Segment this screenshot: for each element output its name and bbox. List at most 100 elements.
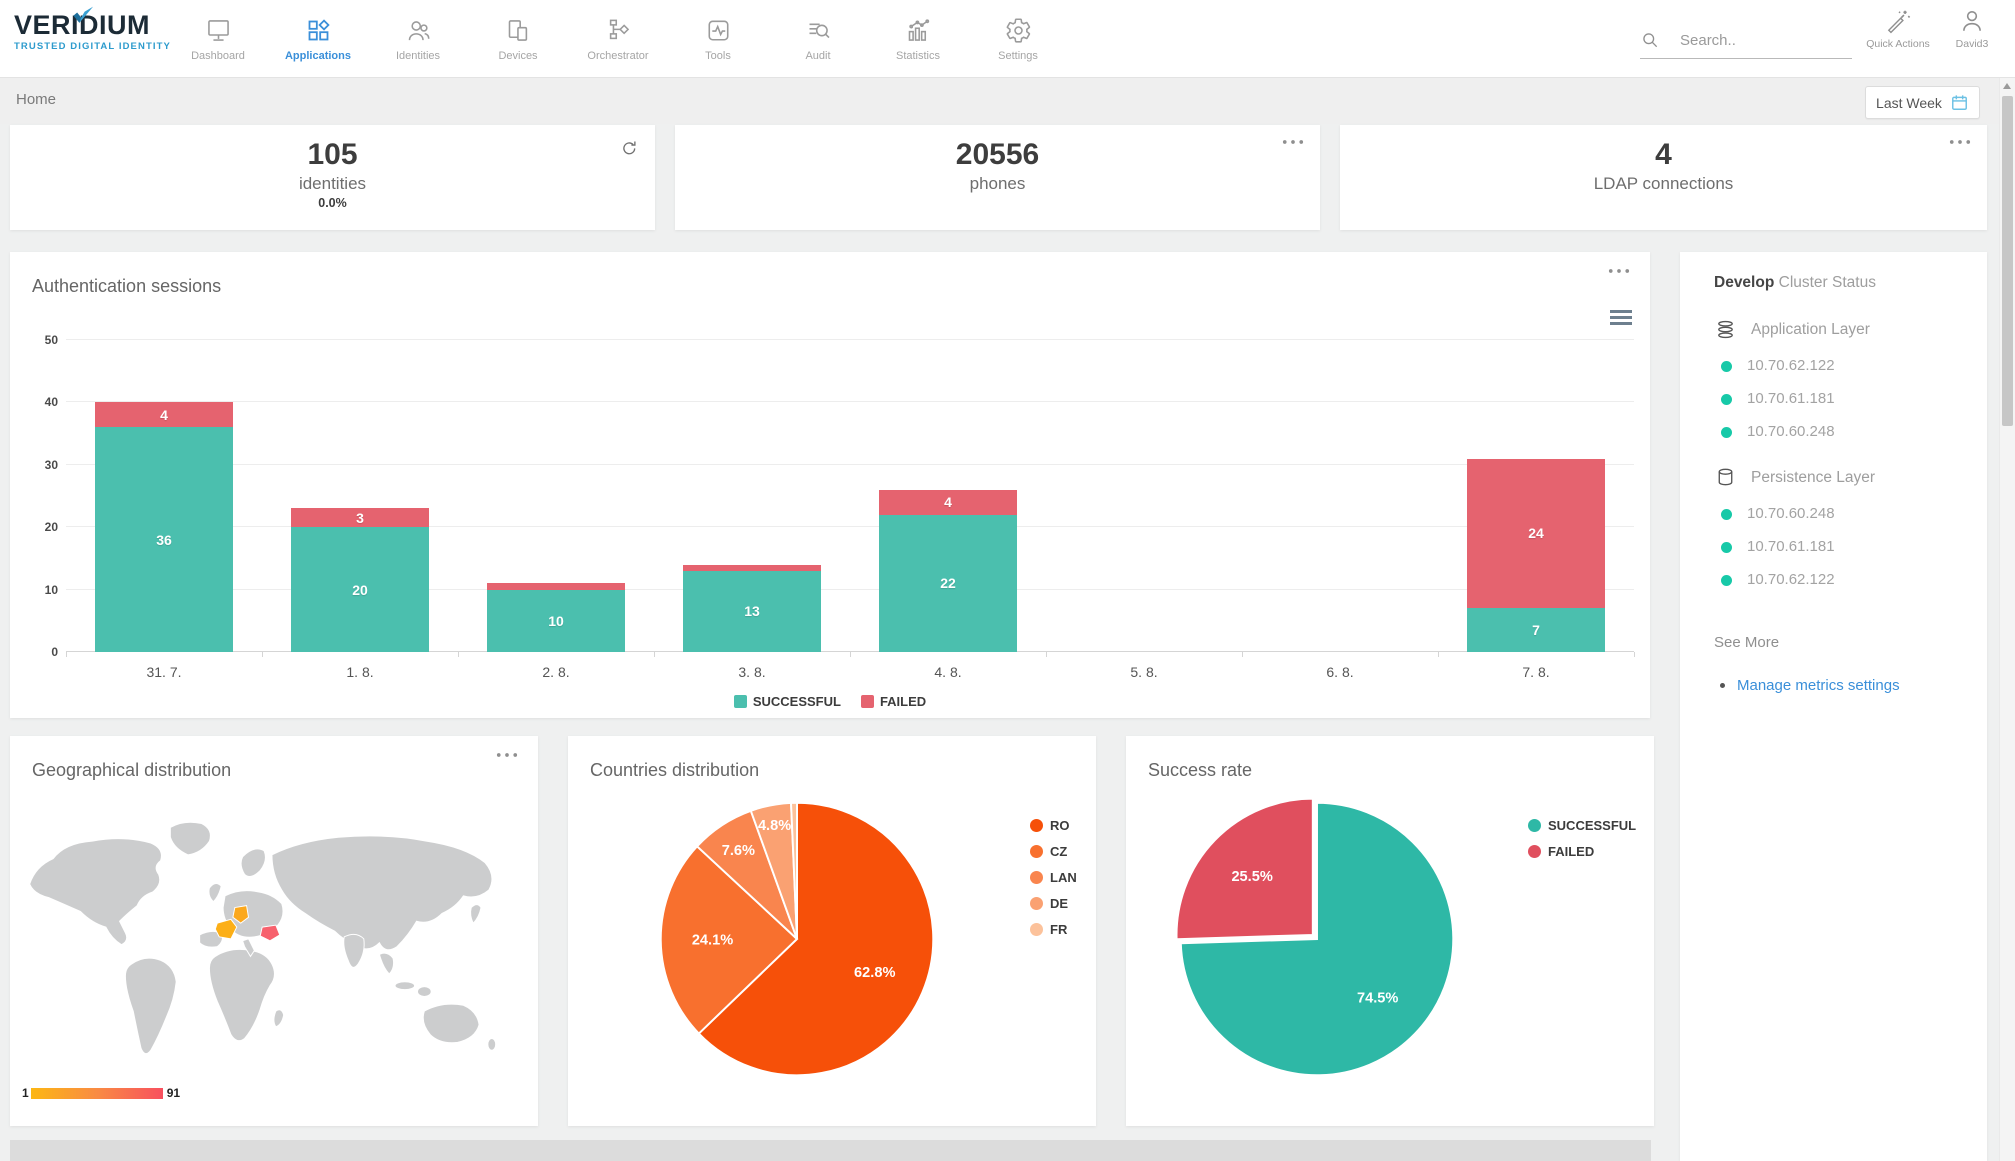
map-italy[interactable] <box>242 938 255 958</box>
nav-item-settings[interactable]: Settings <box>968 0 1068 77</box>
bar-value-label: 36 <box>156 531 172 548</box>
nav-item-statistics[interactable]: Statistics <box>868 0 968 77</box>
world-map <box>16 798 524 1064</box>
menu-dots-icon[interactable] <box>1282 139 1304 145</box>
legend-item-fr[interactable]: FR <box>1030 922 1077 937</box>
x-axis-category-label: 2. 8. <box>542 664 570 680</box>
map-new-zealand[interactable] <box>487 1037 497 1051</box>
scrollbar[interactable] <box>1999 78 2015 1161</box>
quick-actions-button[interactable]: Quick Actions <box>1862 8 1934 50</box>
pie-slice-ro[interactable] <box>697 801 935 1077</box>
database-icon <box>1714 466 1737 489</box>
map-iberia[interactable] <box>199 930 223 948</box>
cluster-node: 10.70.62.122 <box>1721 358 1967 374</box>
bar-segment-failed[interactable] <box>683 564 821 571</box>
refresh-icon[interactable] <box>620 139 639 158</box>
map-se-asia[interactable] <box>378 952 395 975</box>
map-south-america[interactable] <box>124 957 177 1055</box>
map-japan[interactable] <box>470 904 482 925</box>
nav-item-dashboard[interactable]: Dashboard <box>168 0 268 77</box>
cluster-node: 10.70.61.181 <box>1721 391 1967 407</box>
legend-dot <box>1528 845 1541 858</box>
legend-label: FAILED <box>1548 844 1595 859</box>
map-north-america[interactable] <box>29 838 162 946</box>
breadcrumb[interactable]: Home <box>16 91 57 108</box>
nav-item-audit[interactable]: Audit <box>768 0 868 77</box>
bar-segment-failed[interactable]: 24 <box>1467 458 1605 609</box>
user-menu[interactable]: David3 <box>1944 8 2000 50</box>
nav-item-devices[interactable]: Devices <box>468 0 568 77</box>
legend-item-cz[interactable]: CZ <box>1030 844 1077 859</box>
map-asia[interactable] <box>271 835 493 951</box>
pie-slice-failed[interactable] <box>1175 797 1314 941</box>
map-borneo[interactable] <box>417 986 432 997</box>
bar-segment-successful[interactable]: 10 <box>487 589 625 652</box>
map-scandinavia[interactable] <box>240 848 266 878</box>
bar-segment-failed[interactable]: 4 <box>95 402 233 428</box>
bar-value-label: 4 <box>944 494 952 511</box>
legend-item-successful[interactable]: SUCCESSFUL <box>733 694 841 709</box>
legend-item-failed[interactable]: FAILED <box>1528 844 1636 859</box>
nav-item-applications[interactable]: Applications <box>268 0 368 77</box>
nav-item-identities[interactable]: Identities <box>368 0 468 77</box>
legend-label: CZ <box>1050 844 1068 859</box>
map-indonesia[interactable] <box>394 981 416 991</box>
bar-segment-successful[interactable]: 20 <box>291 527 429 652</box>
statistics-icon <box>905 15 932 45</box>
pie-slice-successful[interactable] <box>1179 801 1455 1077</box>
nav-item-tools[interactable]: Tools <box>668 0 768 77</box>
map-country-germany[interactable] <box>232 905 250 924</box>
cluster-title-strong: Develop <box>1714 274 1775 291</box>
pie-slice-fr[interactable] <box>789 801 798 940</box>
map-africa[interactable] <box>208 948 275 1042</box>
cluster-section-label: Application Layer <box>1751 320 1870 338</box>
cluster-title-rest: Cluster Status <box>1774 274 1876 291</box>
map-greenland[interactable] <box>169 821 211 856</box>
x-axis-tick <box>1634 652 1635 657</box>
legend-item-failed[interactable]: FAILED <box>860 694 926 709</box>
bar-segment-successful[interactable]: 13 <box>683 570 821 652</box>
nav-item-orchestrator[interactable]: Orchestrator <box>568 0 668 77</box>
legend-item-successful[interactable]: SUCCESSFUL <box>1528 818 1636 833</box>
bar-segment-successful[interactable]: 22 <box>879 514 1017 652</box>
search-input[interactable] <box>1678 30 1847 50</box>
map-country-france[interactable] <box>214 918 238 940</box>
map-country-romania[interactable] <box>259 924 281 942</box>
period-selector-button[interactable]: Last Week <box>1865 86 1980 119</box>
pie-slice-cz[interactable] <box>659 844 799 1035</box>
node-status-dot <box>1721 541 1732 553</box>
menu-dots-icon[interactable] <box>1608 268 1630 274</box>
legend-dot <box>1030 897 1043 910</box>
menu-dots-icon[interactable] <box>1949 139 1971 145</box>
stat-label: phones <box>969 174 1026 193</box>
map-madagascar[interactable] <box>273 1009 285 1028</box>
map-india[interactable] <box>343 933 365 968</box>
legend-item-de[interactable]: DE <box>1030 896 1077 911</box>
see-more-link[interactable]: See More <box>1714 634 1780 651</box>
x-axis-tick <box>1438 652 1439 657</box>
veridium-logo[interactable]: VERIDIUM TRUSTED DIGITAL IDENTITY <box>14 6 184 52</box>
bar-segment-failed[interactable]: 3 <box>291 508 429 528</box>
nav-item-label: Orchestrator <box>587 50 649 62</box>
cluster-node: 10.70.60.248 <box>1721 424 1967 440</box>
x-axis-tick <box>1046 652 1047 657</box>
node-ip-address: 10.70.62.122 <box>1747 357 1835 374</box>
scale-max-label: 91 <box>166 1086 181 1100</box>
chart-context-menu-icon[interactable] <box>1610 310 1632 328</box>
bar-value-label: 22 <box>940 575 956 592</box>
menu-dots-icon[interactable] <box>496 752 518 758</box>
bar-segment-successful[interactable]: 7 <box>1467 608 1605 652</box>
bar-segment-failed[interactable]: 4 <box>879 489 1017 515</box>
legend-item-ro[interactable]: RO <box>1030 818 1077 833</box>
scrollbar-thumb[interactable] <box>2002 96 2013 426</box>
bar-segment-failed[interactable] <box>487 583 625 590</box>
manage-metrics-link[interactable]: Manage metrics settings <box>1737 677 1900 694</box>
legend-label: RO <box>1050 818 1070 833</box>
user-label: David3 <box>1955 38 1989 50</box>
map-australia[interactable] <box>422 1003 480 1044</box>
y-axis-label: 0 <box>51 645 58 659</box>
bar-segment-successful[interactable]: 36 <box>95 427 233 652</box>
map-uk[interactable] <box>208 883 222 903</box>
legend-item-lan[interactable]: LAN <box>1030 870 1077 885</box>
scrollbar-up-arrow[interactable] <box>2003 83 2011 89</box>
